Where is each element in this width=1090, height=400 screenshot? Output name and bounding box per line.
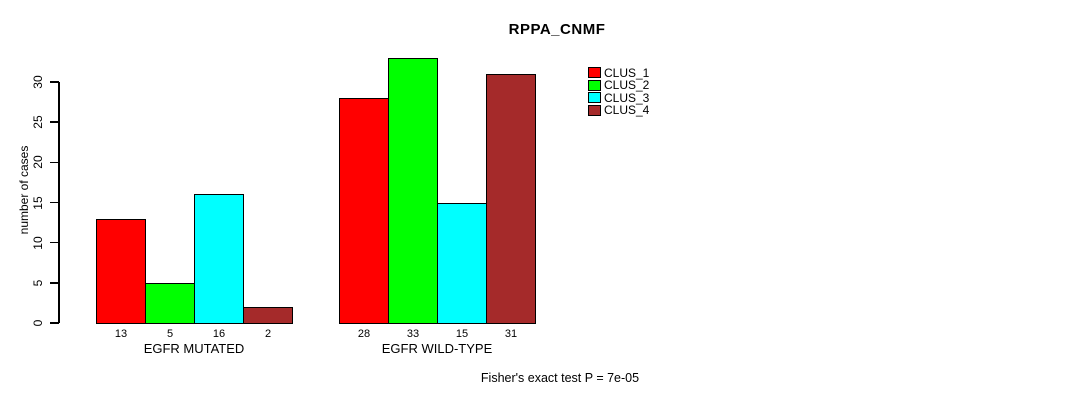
bar-clus_3-egfr-mutated	[194, 194, 244, 324]
bar-clus_4-egfr-mutated	[243, 306, 293, 324]
y-tick-label: 5	[31, 279, 45, 287]
legend-swatch-clus_1	[588, 67, 601, 78]
y-tick	[50, 241, 59, 244]
bar-value-label: 33	[406, 328, 420, 340]
y-tick-label: 25	[31, 115, 45, 129]
category-label: EGFR MUTATED	[143, 341, 245, 356]
legend-swatch-clus_3	[588, 92, 601, 103]
bar-value-label: 31	[504, 328, 518, 340]
bar-clus_3-egfr-wild-type	[437, 202, 487, 324]
chart-title: RPPA_CNMF	[508, 21, 606, 38]
y-tick-label: 15	[31, 195, 45, 210]
bar-clus_1-egfr-wild-type	[339, 98, 389, 324]
y-tick	[50, 322, 59, 324]
bar-value-label: 13	[114, 328, 128, 340]
fisher-test-annotation: Fisher's exact test P = 7e-05	[480, 371, 640, 385]
legend-label-clus_4: CLUS_4	[604, 103, 650, 117]
bar-value-label: 2	[264, 328, 272, 340]
y-tick	[50, 282, 59, 284]
y-tick	[50, 161, 59, 164]
bar-clus_2-egfr-mutated	[145, 282, 195, 324]
y-tick-label: 20	[31, 155, 45, 170]
bar-value-label: 28	[357, 328, 371, 340]
legend-label-clus_2: CLUS_2	[604, 78, 650, 92]
category-label: EGFR WILD-TYPE	[381, 341, 493, 356]
bar-clus_4-egfr-wild-type	[486, 73, 536, 324]
y-tick-label: 10	[31, 235, 45, 250]
bar-value-label: 16	[212, 328, 226, 340]
y-tick-label: 30	[31, 75, 45, 89]
legend-label-clus_3: CLUS_3	[604, 90, 650, 105]
legend-swatch-clus_4	[588, 104, 601, 116]
y-tick	[50, 81, 59, 83]
legend-swatch-clus_2	[588, 79, 601, 91]
bar-value-label: 15	[455, 328, 469, 340]
y-tick	[50, 121, 59, 123]
legend-label-clus_1: CLUS_1	[604, 65, 650, 80]
bar-value-label: 5	[166, 328, 174, 340]
y-axis-label: number of cases	[17, 145, 31, 235]
y-tick	[50, 201, 59, 204]
bar-clus_2-egfr-wild-type	[388, 57, 438, 324]
bar-clus_1-egfr-mutated	[96, 218, 146, 324]
y-tick-label: 0	[31, 319, 45, 327]
